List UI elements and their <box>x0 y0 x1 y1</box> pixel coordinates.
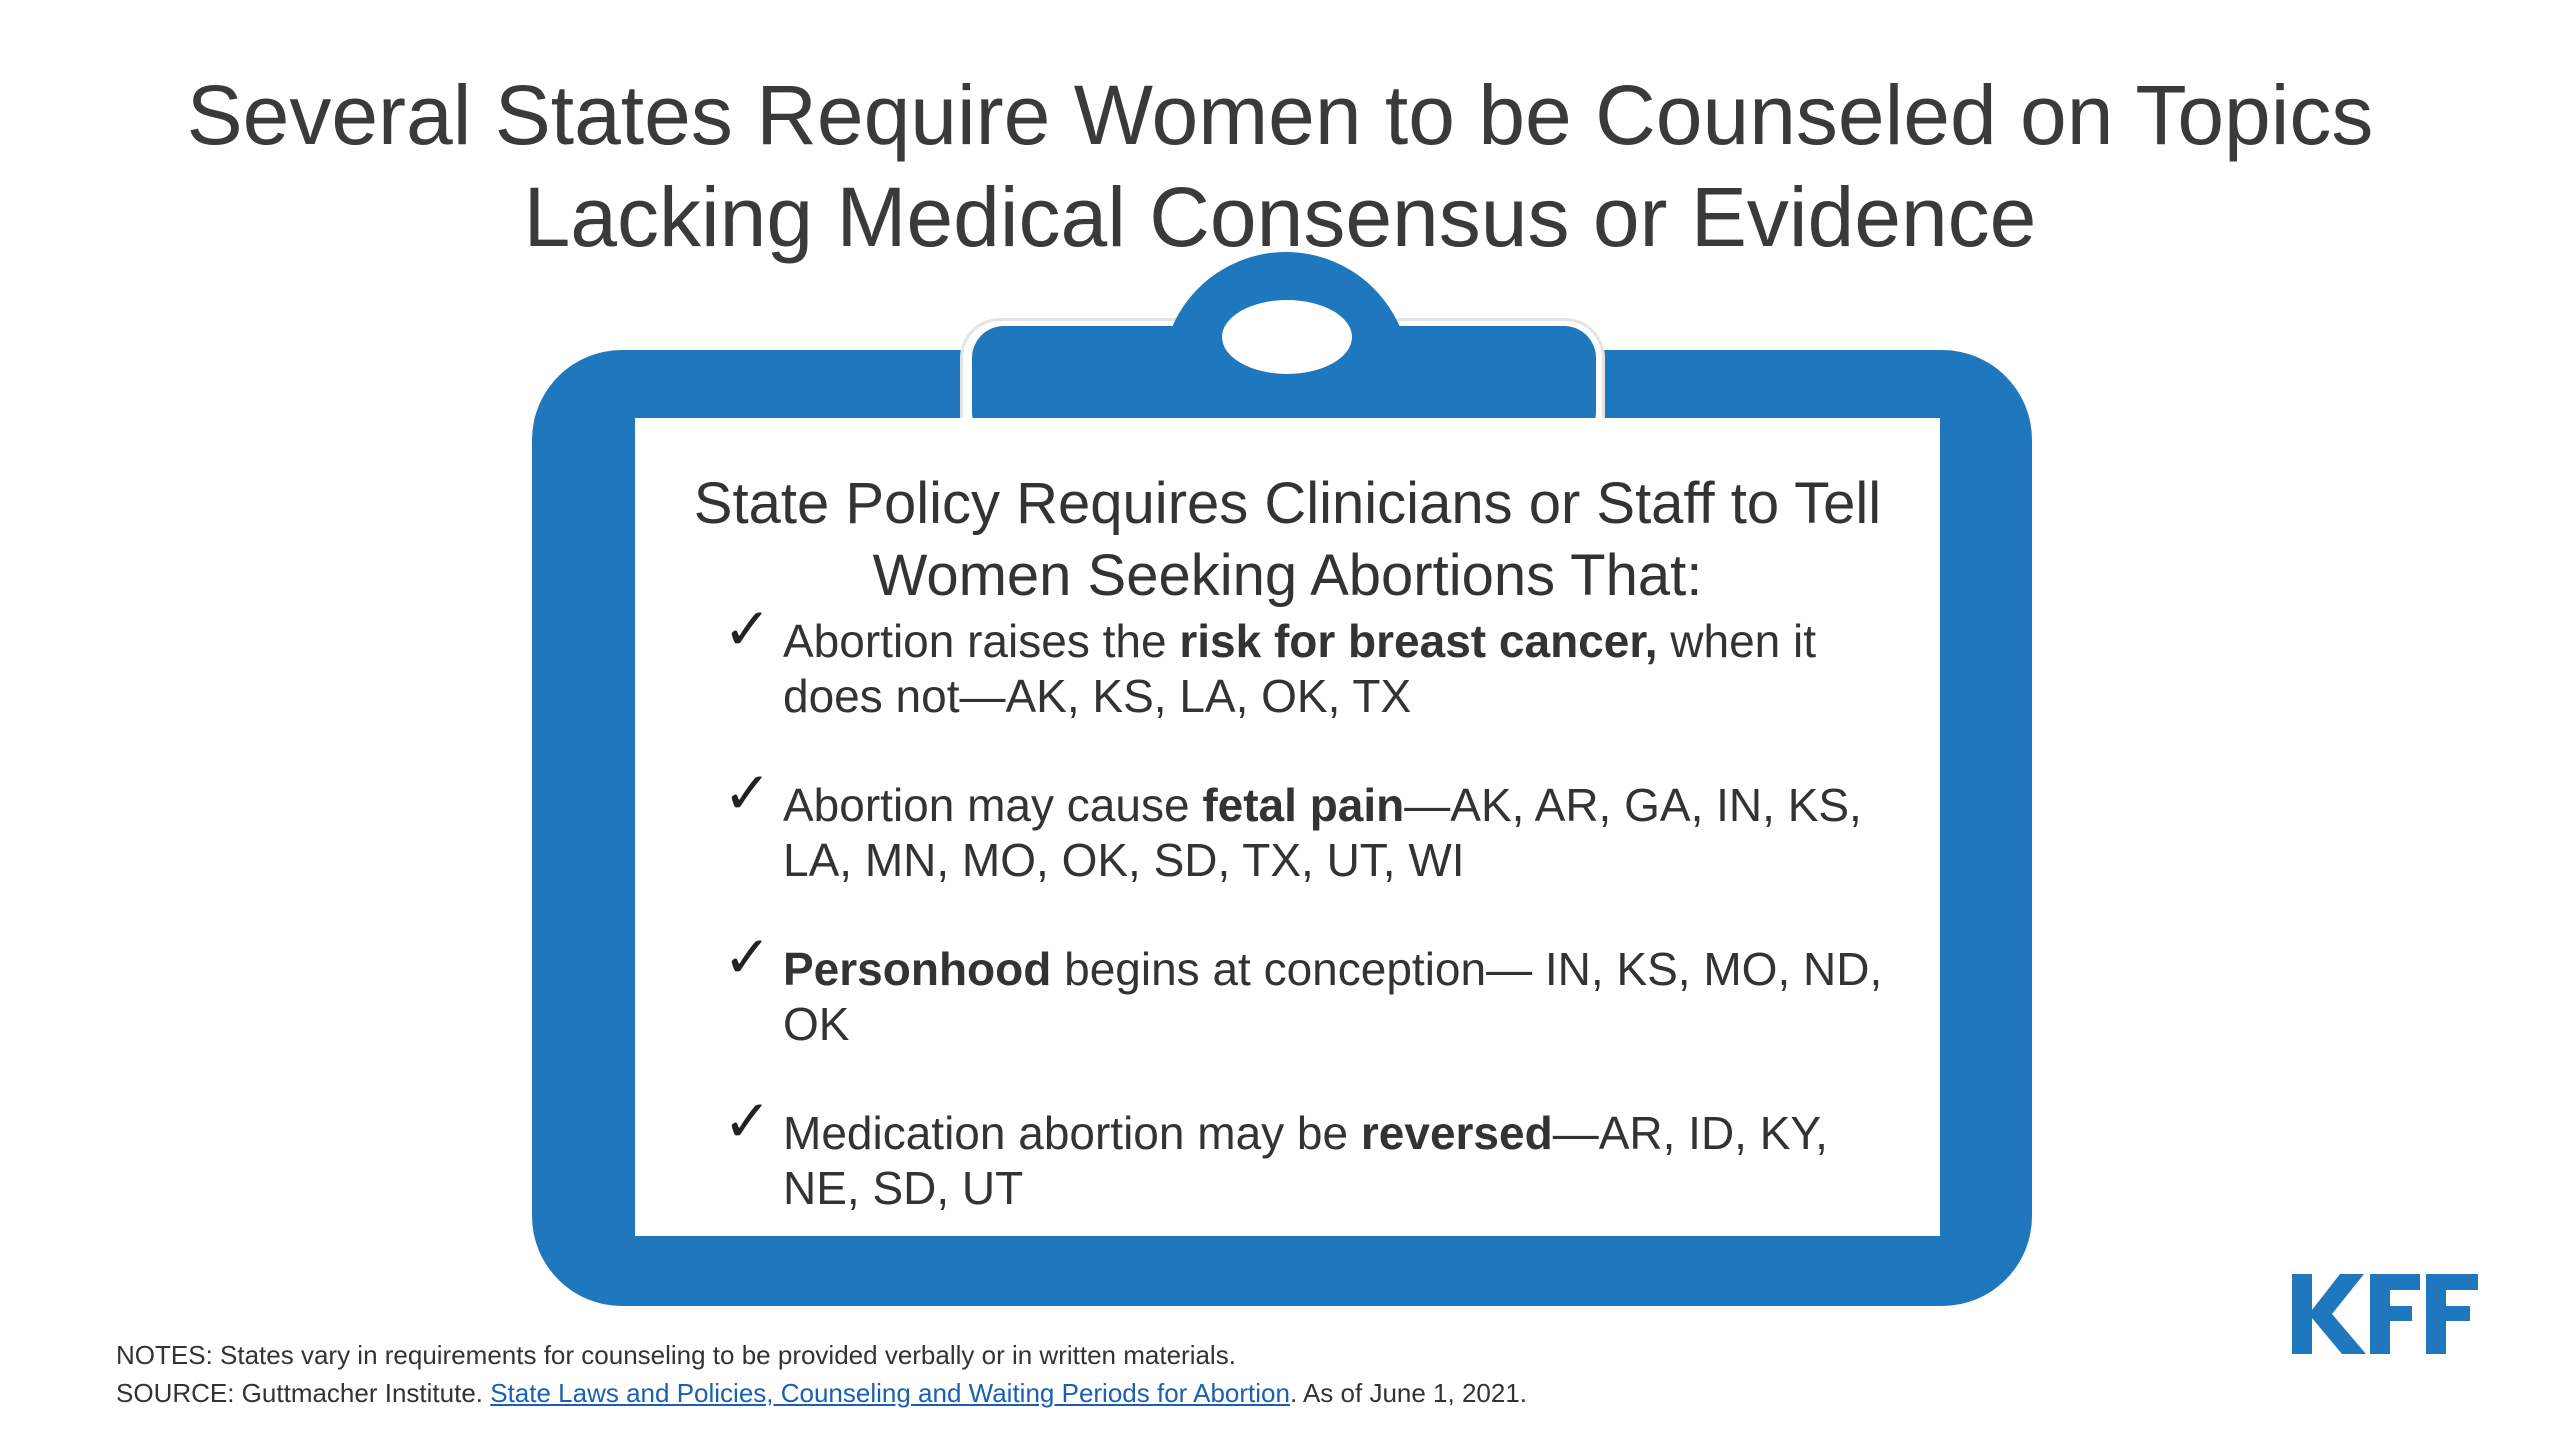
source-suffix: . As of June 1, 2021. <box>1289 1378 1528 1408</box>
source-prefix: SOURCE: Guttmacher Institute. <box>116 1378 491 1408</box>
notes-text: NOTES: States vary in requirements for c… <box>116 1340 1236 1370</box>
list-item: ✓ Medication abortion may be reversed—AR… <box>723 1092 1903 1216</box>
item-text-post: begins at conception— IN, KS, MO, ND, OK <box>783 943 1883 1050</box>
panel-heading: State Policy Requires Clinicians or Staf… <box>635 468 1940 612</box>
source-link[interactable]: State Laws and Policies, Counseling and … <box>490 1378 1290 1408</box>
list-item: ✓ Abortion raises the risk for breast ca… <box>723 600 1903 724</box>
panel-heading-line-2: Women Seeking Abortions That: <box>872 543 1703 608</box>
checkmark-icon: ✓ <box>723 1087 772 1155</box>
panel-heading-line-1: State Policy Requires Clinicians or Staf… <box>693 471 1882 536</box>
title-line-2: Lacking Medical Consensus or Evidence <box>523 170 2037 264</box>
item-text-pre: Abortion may cause <box>783 779 1203 831</box>
clipboard-clip-hole <box>1222 300 1352 374</box>
item-text-post: —AK, AR, GA, IN, KS, LA, MN, MO, OK, SD,… <box>783 779 1862 886</box>
requirement-list: ✓ Abortion raises the risk for breast ca… <box>723 600 1903 1270</box>
page-title: Several States Require Women to be Couns… <box>80 64 2480 268</box>
item-text-post: when it does not—AK, KS, LA, OK, TX <box>783 615 1817 722</box>
item-text-pre: Abortion raises the <box>783 615 1180 667</box>
checkmark-icon: ✓ <box>723 595 772 663</box>
source-line: SOURCE: Guttmacher Institute. State Laws… <box>116 1374 1527 1412</box>
item-text-bold: risk for breast cancer, <box>1179 615 1658 667</box>
kff-logo <box>2292 1274 2478 1354</box>
item-text-post: —AR, ID, KY, NE, SD, UT <box>783 1107 1828 1214</box>
item-text-bold: reversed <box>1360 1107 1553 1159</box>
checkmark-icon: ✓ <box>723 923 772 991</box>
title-line-1: Several States Require Women to be Couns… <box>186 68 2374 162</box>
checkmark-icon: ✓ <box>723 759 772 827</box>
clipboard-paper: State Policy Requires Clinicians or Staf… <box>635 418 1940 1236</box>
item-text-bold: fetal pain <box>1202 779 1405 831</box>
item-text-bold: Personhood <box>783 943 1052 995</box>
list-item: ✓ Personhood begins at conception— IN, K… <box>723 928 1903 1052</box>
footer-notes: NOTES: States vary in requirements for c… <box>116 1336 1527 1412</box>
list-item: ✓ Abortion may cause fetal pain—AK, AR, … <box>723 764 1903 888</box>
item-text-pre: Medication abortion may be <box>783 1107 1361 1159</box>
